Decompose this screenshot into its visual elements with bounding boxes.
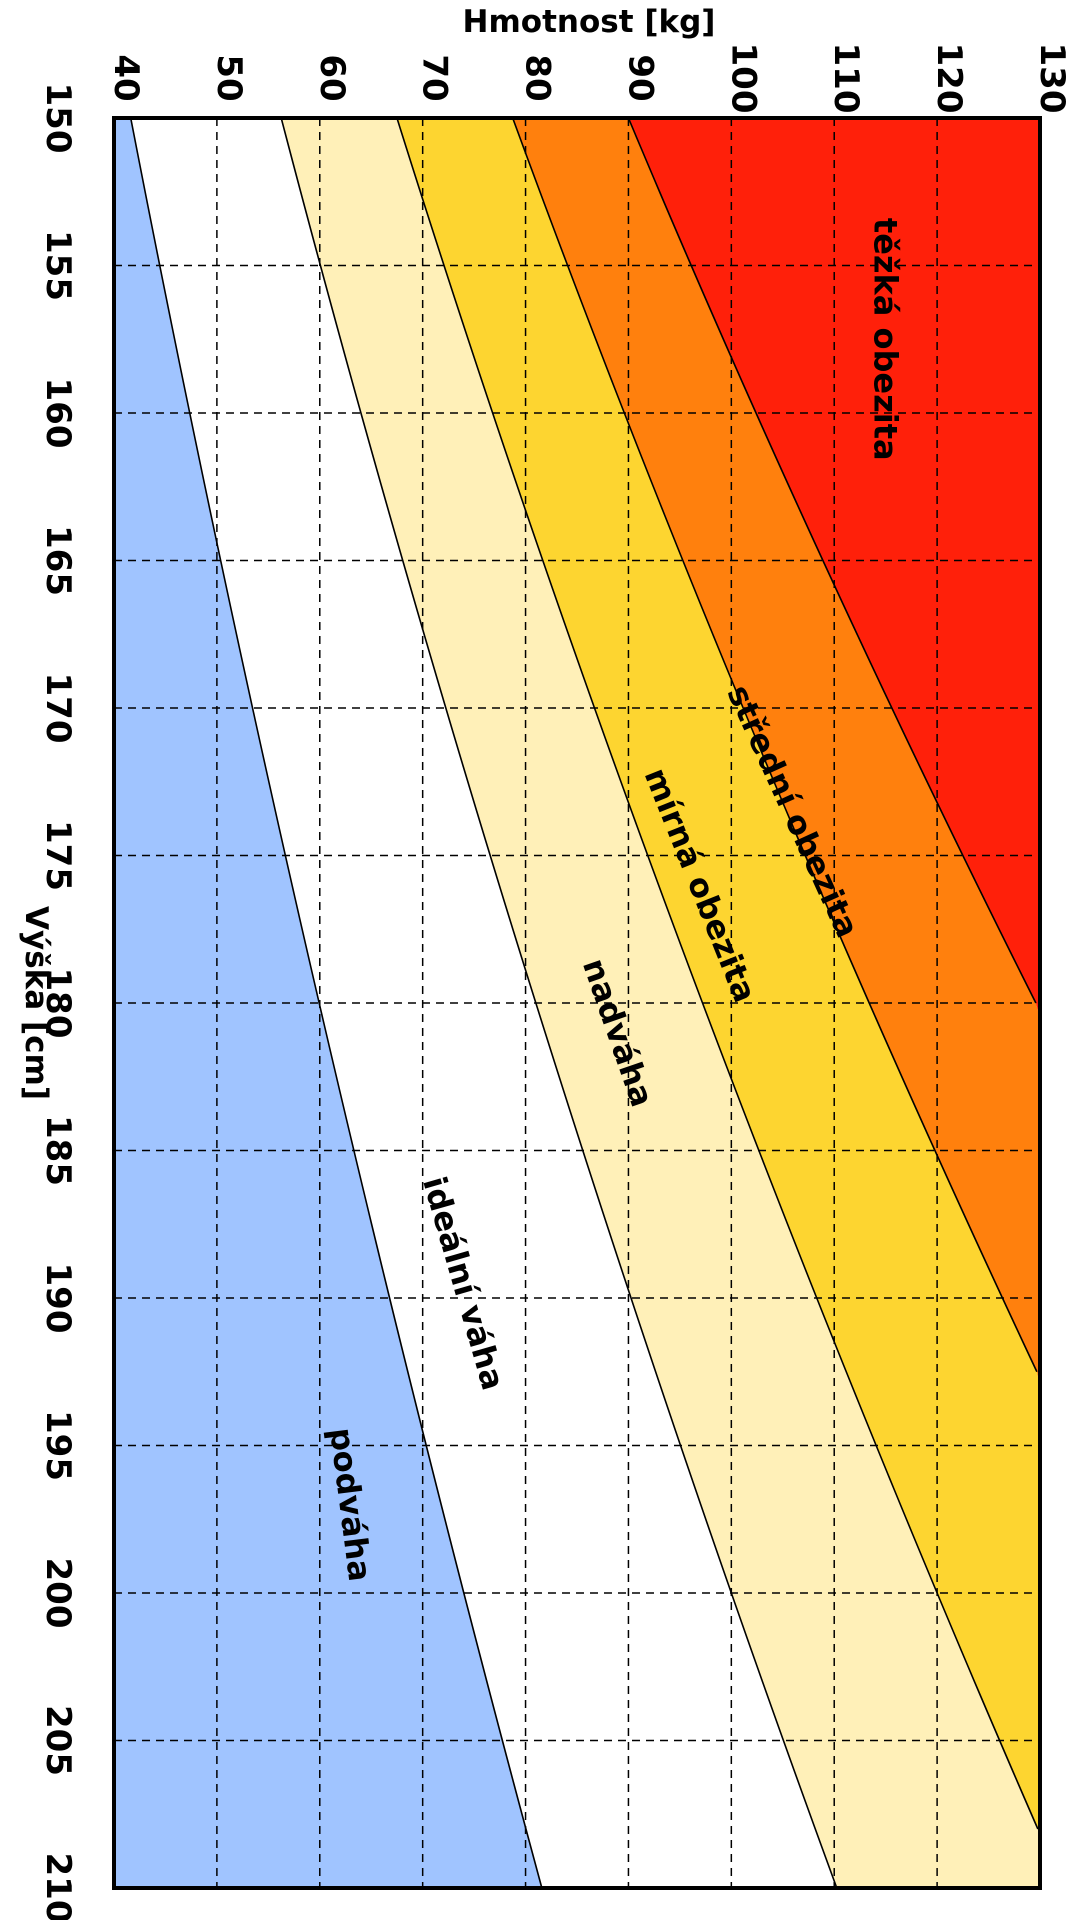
height-tick-label: 205 — [38, 1705, 78, 1776]
height-axis-label: Výška [cm] — [18, 906, 54, 1100]
weight-tick-label: 120 — [929, 43, 969, 114]
height-tick-label: 185 — [38, 1115, 78, 1186]
height-tick-label: 175 — [38, 820, 78, 891]
region-label: těžká obezita — [867, 218, 905, 461]
weight-tick-label: 100 — [723, 43, 763, 114]
weight-tick-label: 80 — [518, 54, 558, 101]
bmi-band-4 — [512, 118, 1040, 1888]
height-tick-label: 200 — [38, 1558, 78, 1629]
weight-tick-label: 70 — [415, 54, 455, 101]
bmi-band-5 — [628, 118, 1040, 1888]
height-tick-label: 190 — [38, 1263, 78, 1334]
weight-tick-label: 130 — [1032, 43, 1067, 114]
weight-tick-label: 40 — [106, 54, 146, 101]
height-tick-label: 155 — [38, 230, 78, 301]
weight-tick-label: 60 — [312, 54, 352, 101]
bmi-threshold-line — [280, 117, 838, 1889]
height-tick-label: 165 — [38, 525, 78, 596]
height-tick-label: 170 — [38, 673, 78, 744]
bmi-threshold-line — [511, 117, 1038, 1373]
height-tick-label: 150 — [38, 83, 78, 154]
height-tick-labels: 150 155 160 165 170 175 180 185 190 195 200 205 210 — [38, 83, 78, 1920]
height-tick-label: 160 — [38, 378, 78, 449]
bmi-threshold-line — [396, 117, 1039, 1830]
bmi-band-0 — [114, 118, 542, 1888]
weight-tick-label: 90 — [620, 54, 660, 101]
bmi-threshold-line — [129, 117, 543, 1889]
weight-tick-label: 110 — [826, 43, 866, 114]
bmi-threshold-lines — [129, 117, 1039, 1889]
height-tick-label: 180 — [38, 968, 78, 1039]
height-tick-label: 210 — [38, 1853, 78, 1920]
weight-tick-labels: 40 50 60 70 80 90 100 110 120 130 — [106, 43, 1067, 114]
height-tick-label: 195 — [38, 1410, 78, 1481]
weight-tick-label: 50 — [209, 54, 249, 101]
plot-frame — [112, 116, 1042, 1890]
weight-axis-label: Hmotnost [kg] — [463, 4, 716, 40]
bmi-threshold-line — [627, 117, 1037, 1004]
